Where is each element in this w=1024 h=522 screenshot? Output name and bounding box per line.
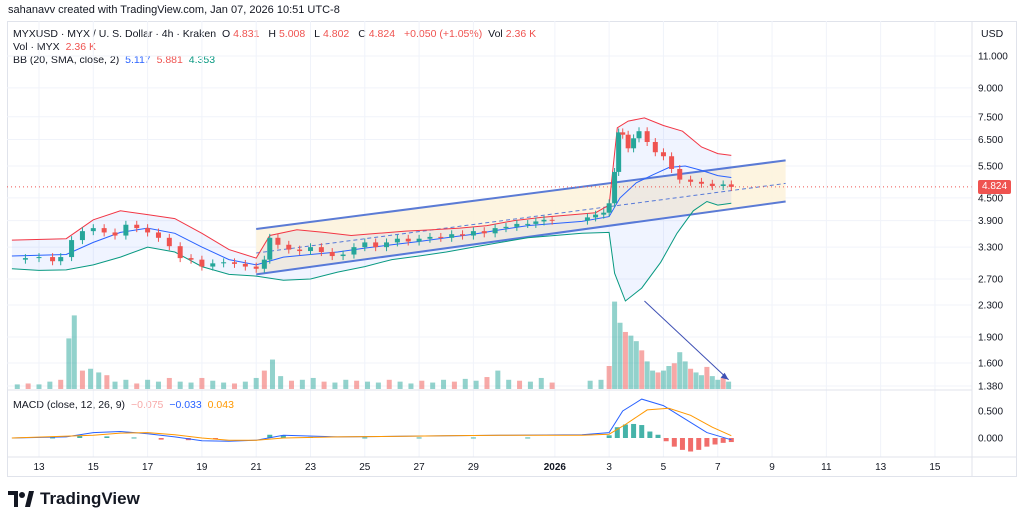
brand-name: TradingView [40, 489, 140, 508]
open-value: O 4.831 [221, 28, 260, 40]
currency-label[interactable]: USD [981, 28, 1004, 40]
bollinger-legend[interactable]: BB (20, SMA, close, 2) 5.117 5.881 4.353 [13, 54, 218, 66]
symbol-label[interactable]: MYXUSD · MYX / U. S. Dollar · 4h · Krake… [13, 28, 217, 40]
volume-indicator-value: 2.36 K [65, 41, 96, 53]
macd-signal-value: 0.043 [207, 399, 234, 411]
low-value: L 4.802 [314, 28, 350, 40]
macd-legend[interactable]: MACD (close, 12, 26, 9) −0.075 −0.033 0.… [13, 399, 237, 411]
close-value: C 4.824 [358, 28, 396, 40]
volume-indicator-label: Vol · MYX [13, 41, 60, 53]
bollinger-basis-value: 5.117 [125, 54, 151, 66]
bollinger-upper-value: 5.881 [156, 54, 183, 66]
bollinger-lower-value: 4.353 [188, 54, 216, 66]
change-value: +0.050 (+1.05%) [404, 28, 483, 40]
tradingview-logo: TradingView [8, 489, 140, 509]
high-value: H 5.008 [268, 28, 306, 40]
macd-histogram-value: −0.075 [130, 399, 164, 411]
ohlc-legend: MYXUSD · MYX / U. S. Dollar · 4h · Krake… [13, 28, 542, 40]
chart-credit: sahanavv created with TradingView.com, J… [8, 4, 340, 16]
volume-value: Vol 2.36 K [488, 28, 537, 40]
last-price-tag: 4.824 [978, 180, 1011, 194]
tradingview-logo-icon [8, 491, 34, 507]
macd-line-value: −0.033 [169, 399, 202, 411]
bollinger-label: BB (20, SMA, close, 2) [13, 54, 120, 66]
chart-frame [7, 21, 1017, 477]
volume-legend[interactable]: Vol · MYX 2.36 K [13, 41, 99, 53]
macd-label: MACD (close, 12, 26, 9) [13, 399, 126, 411]
